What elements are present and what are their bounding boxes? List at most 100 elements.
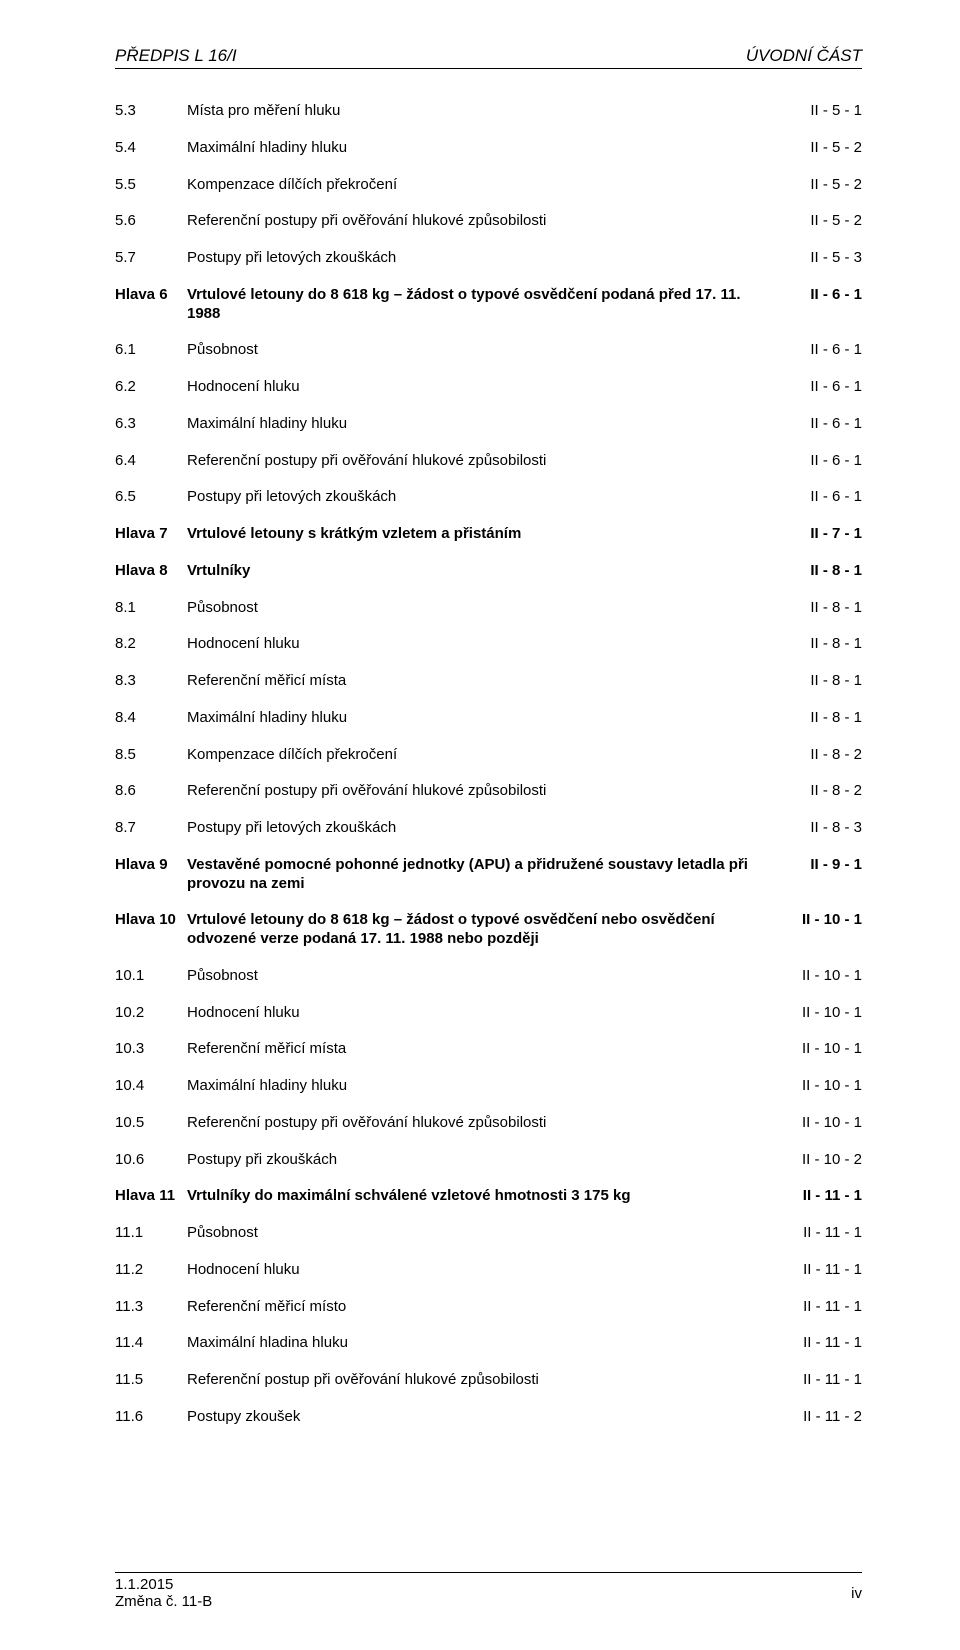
toc-entry-title: Maximální hladiny hluku bbox=[187, 406, 778, 443]
header-right: ÚVODNÍ ČÁST bbox=[746, 46, 862, 66]
toc-entry-page: II - 10 - 1 bbox=[778, 1031, 862, 1068]
toc-entry-title: Hodnocení hluku bbox=[187, 1252, 778, 1289]
toc-entry-number: Hlava 9 bbox=[115, 847, 187, 903]
toc-entry-number: 11.1 bbox=[115, 1215, 187, 1252]
toc-item-row: 11.5Referenční postup při ověřování hluk… bbox=[115, 1362, 862, 1399]
toc-entry-title: Maximální hladiny hluku bbox=[187, 130, 778, 167]
toc-entry-number: 10.5 bbox=[115, 1105, 187, 1142]
toc-entry-number: 6.4 bbox=[115, 443, 187, 480]
toc-item-row: 10.4Maximální hladiny hlukuII - 10 - 1 bbox=[115, 1068, 862, 1105]
toc-entry-page: II - 11 - 1 bbox=[778, 1215, 862, 1252]
toc-entry-number: 8.5 bbox=[115, 737, 187, 774]
toc-item-row: 8.2Hodnocení hlukuII - 8 - 1 bbox=[115, 626, 862, 663]
toc-item-row: 10.6Postupy při zkouškáchII - 10 - 2 bbox=[115, 1142, 862, 1179]
page-footer: 1.1.2015 Změna č. 11-B iv bbox=[115, 1572, 862, 1610]
toc-entry-number: Hlava 8 bbox=[115, 553, 187, 590]
toc-entry-title: Vrtulové letouny do 8 618 kg – žádost o … bbox=[187, 902, 778, 958]
footer-date: 1.1.2015 bbox=[115, 1576, 212, 1593]
toc-entry-page: II - 9 - 1 bbox=[778, 847, 862, 903]
toc-entry-title: Vestavěné pomocné pohonné jednotky (APU)… bbox=[187, 847, 778, 903]
toc-entry-title: Postupy zkoušek bbox=[187, 1399, 778, 1436]
toc-item-row: 11.4Maximální hladina hlukuII - 11 - 1 bbox=[115, 1325, 862, 1362]
toc-entry-title: Hodnocení hluku bbox=[187, 369, 778, 406]
toc-entry-title: Referenční měřicí místa bbox=[187, 663, 778, 700]
toc-entry-page: II - 11 - 2 bbox=[778, 1399, 862, 1436]
toc-entry-page: II - 6 - 1 bbox=[778, 332, 862, 369]
toc-entry-title: Referenční měřicí místo bbox=[187, 1289, 778, 1326]
toc-entry-title: Referenční postupy při ověřování hlukové… bbox=[187, 1105, 778, 1142]
toc-item-row: 11.2Hodnocení hlukuII - 11 - 1 bbox=[115, 1252, 862, 1289]
toc-entry-number: 10.2 bbox=[115, 995, 187, 1032]
header-rule bbox=[115, 68, 862, 69]
toc-item-row: 8.3Referenční měřicí místaII - 8 - 1 bbox=[115, 663, 862, 700]
toc-item-row: 8.5Kompenzace dílčích překročeníII - 8 -… bbox=[115, 737, 862, 774]
toc-item-row: 8.1PůsobnostII - 8 - 1 bbox=[115, 590, 862, 627]
toc-entry-number: 11.3 bbox=[115, 1289, 187, 1326]
toc-entry-number: 8.7 bbox=[115, 810, 187, 847]
toc-chapter-row: Hlava 7Vrtulové letouny s krátkým vzlete… bbox=[115, 516, 862, 553]
toc-entry-title: Postupy při letových zkouškách bbox=[187, 479, 778, 516]
header-left: PŘEDPIS L 16/I bbox=[115, 46, 237, 66]
toc-entry-title: Vrtulníky do maximální schválené vzletov… bbox=[187, 1178, 778, 1215]
toc-entry-page: II - 11 - 1 bbox=[778, 1178, 862, 1215]
toc-item-row: 10.1PůsobnostII - 10 - 1 bbox=[115, 958, 862, 995]
toc-entry-page: II - 6 - 1 bbox=[778, 369, 862, 406]
toc-entry-number: 11.2 bbox=[115, 1252, 187, 1289]
toc-entry-number: 10.6 bbox=[115, 1142, 187, 1179]
toc-entry-title: Maximální hladina hluku bbox=[187, 1325, 778, 1362]
toc-entry-title: Referenční postupy při ověřování hlukové… bbox=[187, 203, 778, 240]
toc-entry-title: Referenční postupy při ověřování hlukové… bbox=[187, 773, 778, 810]
toc-entry-page: II - 10 - 1 bbox=[778, 958, 862, 995]
toc-entry-number: 8.6 bbox=[115, 773, 187, 810]
toc-entry-page: II - 11 - 1 bbox=[778, 1252, 862, 1289]
toc-item-row: 6.5Postupy při letových zkouškáchII - 6 … bbox=[115, 479, 862, 516]
toc-entry-title: Postupy při letových zkouškách bbox=[187, 240, 778, 277]
toc-item-row: 5.4Maximální hladiny hlukuII - 5 - 2 bbox=[115, 130, 862, 167]
toc-entry-title: Postupy při letových zkouškách bbox=[187, 810, 778, 847]
footer-change: Změna č. 11-B bbox=[115, 1593, 212, 1610]
toc-item-row: 8.6Referenční postupy při ověřování hluk… bbox=[115, 773, 862, 810]
toc-item-row: 6.1PůsobnostII - 6 - 1 bbox=[115, 332, 862, 369]
toc-chapter-row: Hlava 10Vrtulové letouny do 8 618 kg – ž… bbox=[115, 902, 862, 958]
toc-entry-page: II - 11 - 1 bbox=[778, 1362, 862, 1399]
toc-item-row: 8.4Maximální hladiny hlukuII - 8 - 1 bbox=[115, 700, 862, 737]
toc-entry-page: II - 8 - 1 bbox=[778, 553, 862, 590]
toc-entry-page: II - 5 - 3 bbox=[778, 240, 862, 277]
toc-entry-number: 6.2 bbox=[115, 369, 187, 406]
toc-entry-page: II - 10 - 1 bbox=[778, 1105, 862, 1142]
toc-item-row: 5.5Kompenzace dílčích překročeníII - 5 -… bbox=[115, 167, 862, 204]
toc-entry-number: 10.1 bbox=[115, 958, 187, 995]
toc-item-row: 6.2Hodnocení hlukuII - 6 - 1 bbox=[115, 369, 862, 406]
toc-entry-title: Referenční měřicí místa bbox=[187, 1031, 778, 1068]
toc-entry-page: II - 6 - 1 bbox=[778, 479, 862, 516]
toc-entry-title: Hodnocení hluku bbox=[187, 995, 778, 1032]
toc-entry-page: II - 10 - 2 bbox=[778, 1142, 862, 1179]
toc-item-row: 10.3Referenční měřicí místaII - 10 - 1 bbox=[115, 1031, 862, 1068]
toc-item-row: 6.4Referenční postupy při ověřování hluk… bbox=[115, 443, 862, 480]
toc-entry-title: Místa pro měření hluku bbox=[187, 93, 778, 130]
toc-entry-number: 6.5 bbox=[115, 479, 187, 516]
toc-entry-title: Referenční postup při ověřování hlukové … bbox=[187, 1362, 778, 1399]
toc-item-row: 5.6Referenční postupy při ověřování hluk… bbox=[115, 203, 862, 240]
toc-item-row: 11.3Referenční měřicí místoII - 11 - 1 bbox=[115, 1289, 862, 1326]
footer-rule bbox=[115, 1572, 862, 1573]
toc-entry-title: Postupy při zkouškách bbox=[187, 1142, 778, 1179]
toc-entry-page: II - 10 - 1 bbox=[778, 995, 862, 1032]
toc-item-row: 11.6Postupy zkoušekII - 11 - 2 bbox=[115, 1399, 862, 1436]
toc-entry-number: 6.3 bbox=[115, 406, 187, 443]
toc-chapter-row: Hlava 6Vrtulové letouny do 8 618 kg – žá… bbox=[115, 277, 862, 333]
toc-entry-title: Maximální hladiny hluku bbox=[187, 700, 778, 737]
toc-entry-number: 8.4 bbox=[115, 700, 187, 737]
toc-entry-page: II - 8 - 1 bbox=[778, 700, 862, 737]
toc-entry-title: Maximální hladiny hluku bbox=[187, 1068, 778, 1105]
toc-item-row: 5.3Místa pro měření hlukuII - 5 - 1 bbox=[115, 93, 862, 130]
toc-entry-page: II - 10 - 1 bbox=[778, 1068, 862, 1105]
toc-entry-title: Působnost bbox=[187, 958, 778, 995]
page-header: PŘEDPIS L 16/I ÚVODNÍ ČÁST bbox=[115, 46, 862, 66]
toc-entry-title: Působnost bbox=[187, 1215, 778, 1252]
toc-entry-page: II - 5 - 1 bbox=[778, 93, 862, 130]
toc-chapter-row: Hlava 9Vestavěné pomocné pohonné jednotk… bbox=[115, 847, 862, 903]
toc-entry-title: Kompenzace dílčích překročení bbox=[187, 167, 778, 204]
toc-entry-number: Hlava 6 bbox=[115, 277, 187, 333]
toc-entry-page: II - 11 - 1 bbox=[778, 1289, 862, 1326]
